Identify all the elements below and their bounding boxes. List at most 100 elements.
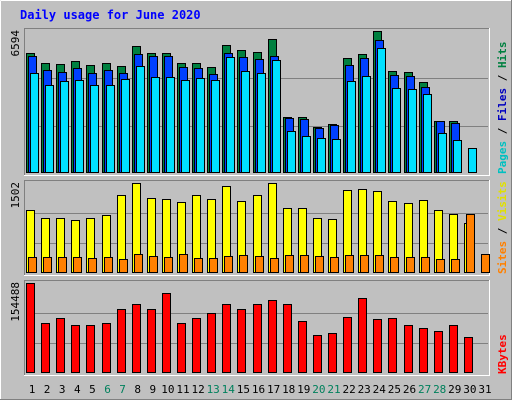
bar-kbytes-day-29: [449, 325, 458, 373]
bar-kbytes-day-7: [117, 309, 126, 373]
bar-pages-day-27: [423, 94, 432, 173]
bar-pages-day-23: [362, 76, 371, 173]
day-label-11: 11: [176, 383, 189, 396]
chart-panels: 6594 Pages / Files / Hits 1502 Sites / Visi…: [9, 28, 509, 376]
bar-pages-day-9: [151, 77, 160, 173]
day-label-28: 28: [433, 383, 446, 396]
bar-pages-day-3: [60, 81, 69, 173]
bar-kbytes-day-19: [298, 321, 307, 373]
day-label-31: 31: [478, 383, 491, 396]
legend-entry: KBytes: [496, 334, 509, 374]
bar-pages-day-1: [30, 73, 39, 173]
bar-sites-day-11: [179, 254, 188, 273]
bar-pages-day-28: [438, 133, 447, 173]
bar-kbytes-day-20: [313, 335, 322, 373]
bar-kbytes-day-4: [71, 325, 80, 373]
day-label-5: 5: [89, 383, 96, 396]
bar-kbytes-day-30: [464, 337, 473, 373]
bar-pages-day-14: [226, 57, 235, 173]
bar-kbytes-day-28: [434, 331, 443, 373]
bar-kbytes-day-24: [373, 319, 382, 373]
day-label-24: 24: [373, 383, 387, 396]
bar-kbytes-day-5: [86, 325, 95, 373]
bar-sites-day-14: [224, 256, 233, 273]
bar-sites-day-1: [28, 257, 37, 273]
bar-kbytes-day-8: [132, 304, 141, 373]
bar-sites-day-16: [255, 256, 264, 273]
day-label-3: 3: [59, 383, 66, 396]
bar-sites-day-28: [436, 259, 445, 273]
bar-sites-day-21: [330, 257, 339, 273]
day-label-13: 13: [207, 383, 220, 396]
bar-sites-day-25: [390, 257, 399, 273]
bar-kbytes-day-27: [419, 328, 428, 373]
panel-sites-visits: 1502 Sites / Visits: [9, 180, 509, 276]
day-label-29: 29: [448, 383, 461, 396]
bar-pages-day-12: [196, 78, 205, 173]
bar-kbytes-day-16: [253, 304, 262, 373]
day-label-14: 14: [222, 383, 236, 396]
legend-entry: Visits: [496, 181, 509, 221]
bar-kbytes-day-15: [237, 309, 246, 373]
bar-pages-day-24: [377, 48, 386, 173]
bar-kbytes-day-22: [343, 317, 352, 373]
legend-entry: Pages: [496, 141, 509, 174]
bar-kbytes-day-2: [41, 323, 50, 373]
bar-sites-day-17: [270, 258, 279, 273]
bar-sites-day-4: [73, 257, 82, 273]
day-label-2: 2: [44, 383, 51, 396]
day-label-6: 6: [104, 383, 111, 396]
bar-pages-day-13: [211, 80, 220, 173]
bar-pages-day-5: [90, 85, 99, 173]
bar-kbytes-day-18: [283, 304, 292, 373]
panel-legend: Sites / Visits: [496, 181, 509, 274]
day-label-1: 1: [29, 383, 36, 396]
bar-sites-day-18: [285, 255, 294, 273]
bar-kbytes-day-14: [222, 304, 231, 373]
day-label-23: 23: [358, 383, 371, 396]
bar-sites-day-22: [345, 255, 354, 273]
panel-max-label: 1502: [9, 182, 22, 209]
bar-pages-day-17: [272, 60, 281, 173]
legend-entry: /: [496, 121, 509, 141]
day-axis-labels: 1 2 3 4 5 6 7 8 9 10 11 12 13 14 15 16 17 18 19 20 21 22 23 24 2…: [29, 383, 492, 396]
bar-pages-day-10: [166, 77, 175, 173]
bar-kbytes-day-26: [404, 325, 413, 373]
bar-sites-day-30: [466, 214, 475, 273]
panel-pages-files-hits: 6594 Pages / Files / Hits: [9, 28, 509, 176]
bar-sites-day-2: [43, 257, 52, 273]
day-label-25: 25: [388, 383, 401, 396]
panel-max-label: 6594: [9, 30, 22, 57]
legend-entry: /: [496, 221, 509, 241]
day-label-21: 21: [327, 383, 340, 396]
legend-entry: Hits: [496, 42, 509, 69]
bar-sites-day-8: [134, 254, 143, 273]
bar-pages-day-25: [392, 88, 401, 173]
bar-kbytes-day-25: [388, 318, 397, 373]
panel-max-label: 154488: [9, 282, 22, 322]
bar-pages-day-30: [468, 148, 477, 173]
bar-sites-day-7: [119, 259, 128, 273]
day-label-17: 17: [267, 383, 280, 396]
bar-sites-day-13: [209, 258, 218, 273]
bar-sites-day-27: [421, 257, 430, 273]
chart-title: Daily usage for June 2020: [20, 8, 201, 22]
bar-kbytes-day-12: [192, 318, 201, 373]
day-label-12: 12: [191, 383, 204, 396]
bar-sites-day-31: [481, 254, 490, 273]
panel-kbytes: 154488 KBytes: [9, 280, 509, 376]
bar-pages-day-6: [106, 85, 115, 173]
bar-kbytes-day-6: [102, 323, 111, 373]
bar-pages-day-4: [75, 80, 84, 173]
bar-kbytes-day-1: [26, 283, 35, 373]
day-label-15: 15: [237, 383, 250, 396]
bar-pages-day-29: [453, 140, 462, 173]
bar-kbytes-day-23: [358, 298, 367, 373]
day-label-22: 22: [342, 383, 355, 396]
bar-sites-day-23: [360, 255, 369, 273]
bar-kbytes-day-21: [328, 333, 337, 373]
bar-pages-day-8: [136, 66, 145, 173]
bar-pages-day-22: [347, 81, 356, 173]
